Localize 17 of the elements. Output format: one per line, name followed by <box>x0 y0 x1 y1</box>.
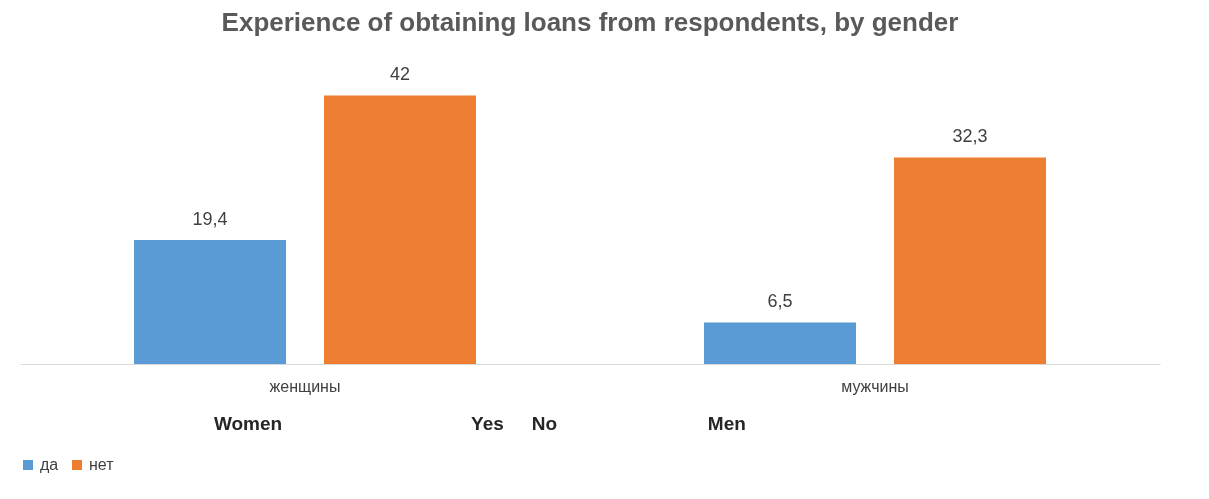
data-label: 19,4 <box>192 208 228 229</box>
text: Yes <box>471 413 504 434</box>
x-tick-label: мужчины <box>841 377 909 395</box>
bar <box>894 157 1046 364</box>
legend-label: нет <box>89 456 115 473</box>
bar <box>324 95 476 364</box>
data-label: 42 <box>389 64 411 85</box>
text: Men <box>707 413 746 434</box>
x-tick-label: женщины <box>269 377 341 395</box>
bar <box>704 322 856 364</box>
text: No <box>531 413 558 434</box>
chart-title: Experience of obtaining loans from respondents, by gender <box>221 7 959 38</box>
legend-label: да <box>40 456 59 473</box>
data-label: 32,3 <box>952 126 988 147</box>
bar <box>134 239 286 364</box>
data-label: 6,5 <box>767 291 793 312</box>
text: Women <box>213 413 283 434</box>
